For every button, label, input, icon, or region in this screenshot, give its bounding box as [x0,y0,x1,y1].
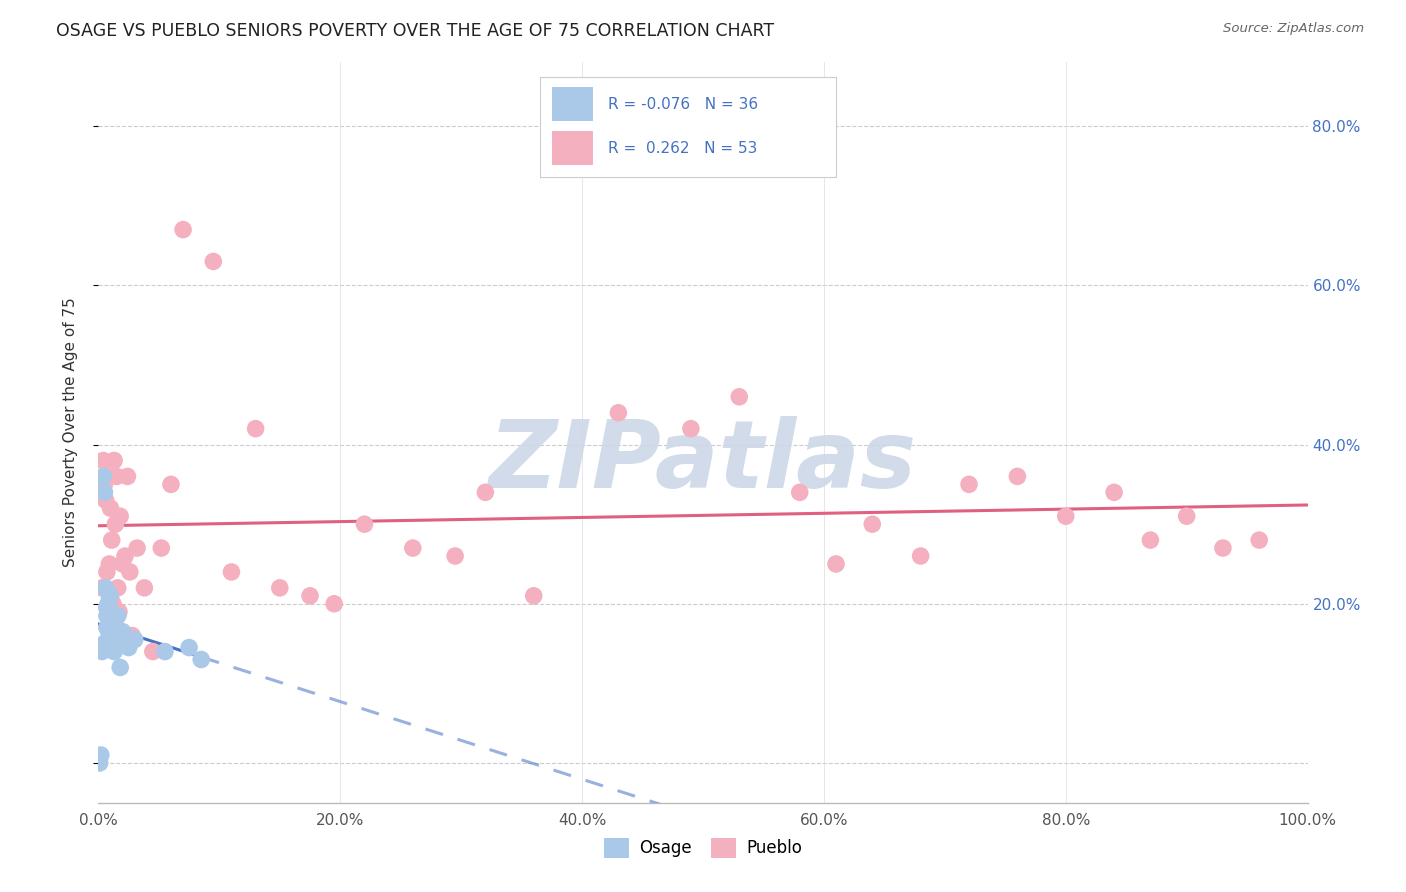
Point [100,589,122,603]
Point [104,624,127,639]
Point [97,632,120,647]
Point [98,589,121,603]
Point [97,469,120,483]
Point [1139,533,1161,547]
Point [100,632,122,647]
Point [150,541,173,555]
Point [202,254,225,268]
Point [117,469,139,483]
Point [91,469,114,483]
Y-axis label: Seniors Poverty Over the Age of 75: Seniors Poverty Over the Age of 75 [63,298,77,567]
Point [153,644,176,658]
Point [121,629,143,643]
Text: Source: ZipAtlas.com: Source: ZipAtlas.com [1223,22,1364,36]
Point [190,652,212,666]
Point [269,581,291,595]
Point [100,533,122,547]
Point [105,469,128,483]
Point [1054,509,1077,524]
Point [91,453,114,467]
Point [91,581,114,595]
Point [107,581,129,595]
Point [94,493,117,508]
Point [728,390,751,404]
Point [299,589,322,603]
Point [101,597,124,611]
Point [323,597,346,611]
Point [108,605,131,619]
Point [98,557,121,571]
Point [172,222,194,236]
Point [93,637,115,651]
Point [910,549,932,563]
Legend: Osage, Pueblo: Osage, Pueblo [598,831,808,865]
Point [111,557,134,571]
Point [957,477,980,491]
Point [127,541,149,555]
Point [104,517,127,532]
Point [1007,469,1029,483]
Point [98,616,121,631]
Point [679,422,702,436]
Point [96,621,118,635]
Point [90,747,112,762]
Point [93,485,115,500]
Point [105,637,128,651]
Point [103,453,125,467]
Point [402,541,425,555]
Point [100,621,122,635]
Point [100,640,122,655]
Text: OSAGE VS PUEBLO SENIORS POVERTY OVER THE AGE OF 75 CORRELATION CHART: OSAGE VS PUEBLO SENIORS POVERTY OVER THE… [56,22,775,40]
Point [353,517,375,532]
Point [98,629,121,643]
Point [96,608,118,623]
Point [118,565,141,579]
Point [108,660,131,674]
Point [96,565,118,579]
Point [97,600,120,615]
Point [96,600,118,615]
Point [100,501,122,516]
Point [134,581,156,595]
Point [111,624,134,639]
Point [1102,485,1125,500]
Point [1249,533,1271,547]
Point [221,565,243,579]
Point [860,517,883,532]
Point [114,549,136,563]
Point [1175,509,1198,524]
Point [103,644,125,658]
Point [245,422,267,436]
Point [97,597,120,611]
Point [101,608,124,623]
Point [179,640,201,655]
Point [118,640,141,655]
Point [124,632,146,647]
Point [100,624,122,639]
Point [91,644,114,658]
Point [825,557,848,571]
Point [107,608,129,623]
Point [607,406,630,420]
Point [101,629,124,643]
Point [94,637,117,651]
Point [94,581,117,595]
Point [160,477,183,491]
Point [93,477,115,491]
Point [474,485,496,500]
Point [1212,541,1234,555]
Point [444,549,467,563]
Point [89,756,111,770]
Text: ZIPatlas: ZIPatlas [489,417,917,508]
Point [97,621,120,635]
Point [142,644,165,658]
Point [108,509,131,524]
Point [789,485,811,500]
Point [523,589,546,603]
